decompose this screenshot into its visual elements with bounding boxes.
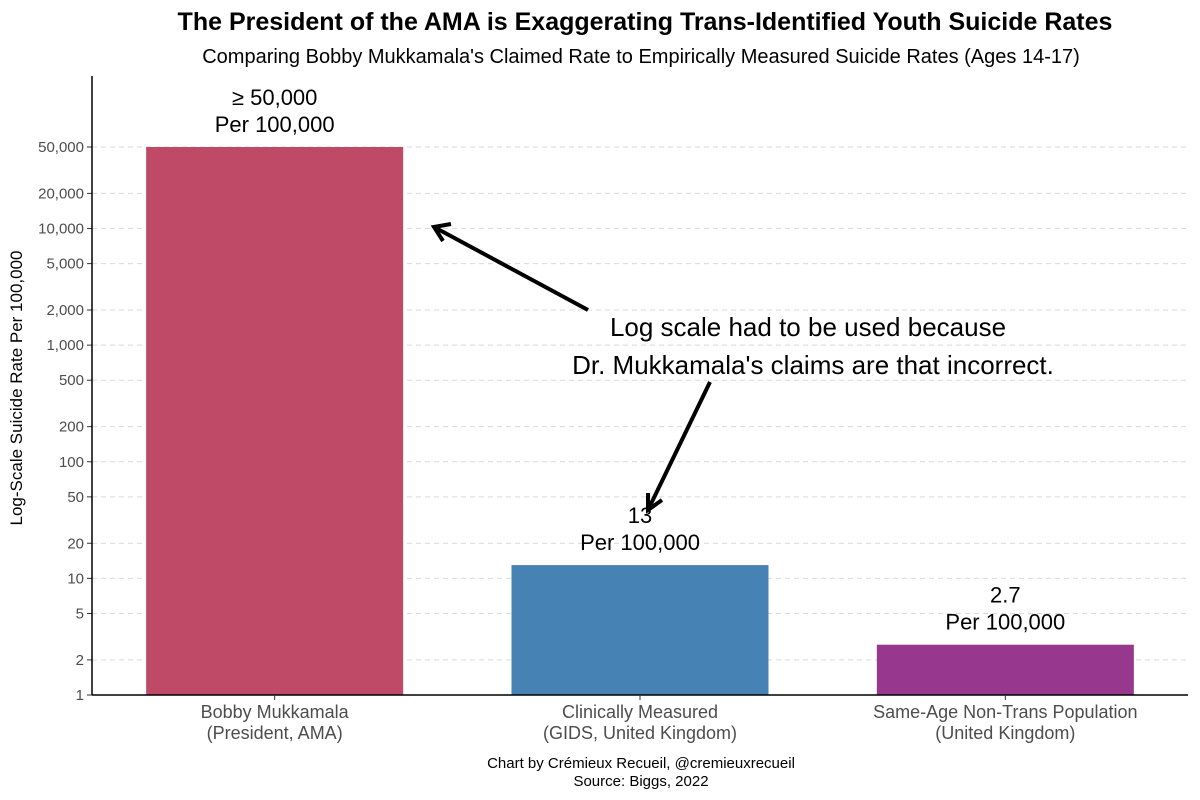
x-tick-label: Same-Age Non-Trans Population [873,702,1137,722]
data-label: ≥ 50,000 [232,85,317,110]
arrowhead-claimed [430,222,452,243]
y-tick-label: 10 [67,570,84,587]
y-tick-label: 1 [76,687,84,704]
y-tick-label: 5 [76,605,84,622]
y-tick-label: 100 [59,454,84,471]
x-tick-label: (President, AMA) [207,723,343,743]
y-tick-label: 20,000 [38,185,84,202]
arrowhead-measured [646,493,664,514]
y-axis-ticks: 1 2 5 10 20 50 100 200 500 1,000 2,000 5,000 10,000 2… [38,139,92,704]
y-tick-label: 500 [59,372,84,389]
y-tick-label: 200 [59,419,84,436]
arrow-to-claimed-bar [433,225,589,312]
y-tick-label: 1,000 [46,337,84,354]
caption-line: Source: Biggs, 2022 [573,773,708,790]
data-label: Per 100,000 [945,610,1065,635]
y-tick-label: 2 [76,652,84,669]
data-label: Per 100,000 [580,530,700,555]
annotation-arrows [430,222,712,514]
caption: Chart by Crémieux Recueil, @cremieuxrecu… [487,755,795,790]
y-axis-label: Log-Scale Suicide Rate Per 100,000 [7,250,26,525]
y-tick-label: 5,000 [46,256,84,273]
y-tick-label: 50,000 [38,139,84,156]
chart-subtitle: Comparing Bobby Mukkamala's Claimed Rate… [202,46,1080,68]
bar [511,565,769,695]
annotation-text: Log scale had to be used because [610,312,1006,342]
chart-title: The President of the AMA is Exaggerating… [178,8,1113,36]
y-tick-label: 20 [67,535,84,552]
annotation-text: Dr. Mukkamala's claims are that incorrec… [572,350,1054,380]
arrow-to-measured-label [646,381,712,511]
x-tick-label: Bobby Mukkamala [201,702,350,722]
x-tick-label: (GIDS, United Kingdom) [543,723,737,743]
x-axis-categories: Bobby Mukkamala(President, AMA) Clinicall… [201,695,1138,743]
bar [146,147,404,695]
data-label: 2.7 [990,583,1021,608]
x-tick-label: (United Kingdom) [935,723,1075,743]
data-label: Per 100,000 [215,112,335,137]
caption-line: Chart by Crémieux Recueil, @cremieuxrecu… [487,755,795,772]
y-tick-label: 10,000 [38,221,84,238]
bar [876,644,1134,695]
y-tick-label: 50 [67,489,84,506]
y-tick-label: 2,000 [46,302,84,319]
annotation: Log scale had to be used because Dr. Mukk… [572,312,1054,380]
x-tick-label: Clinically Measured [562,702,718,722]
bars [146,147,1134,695]
